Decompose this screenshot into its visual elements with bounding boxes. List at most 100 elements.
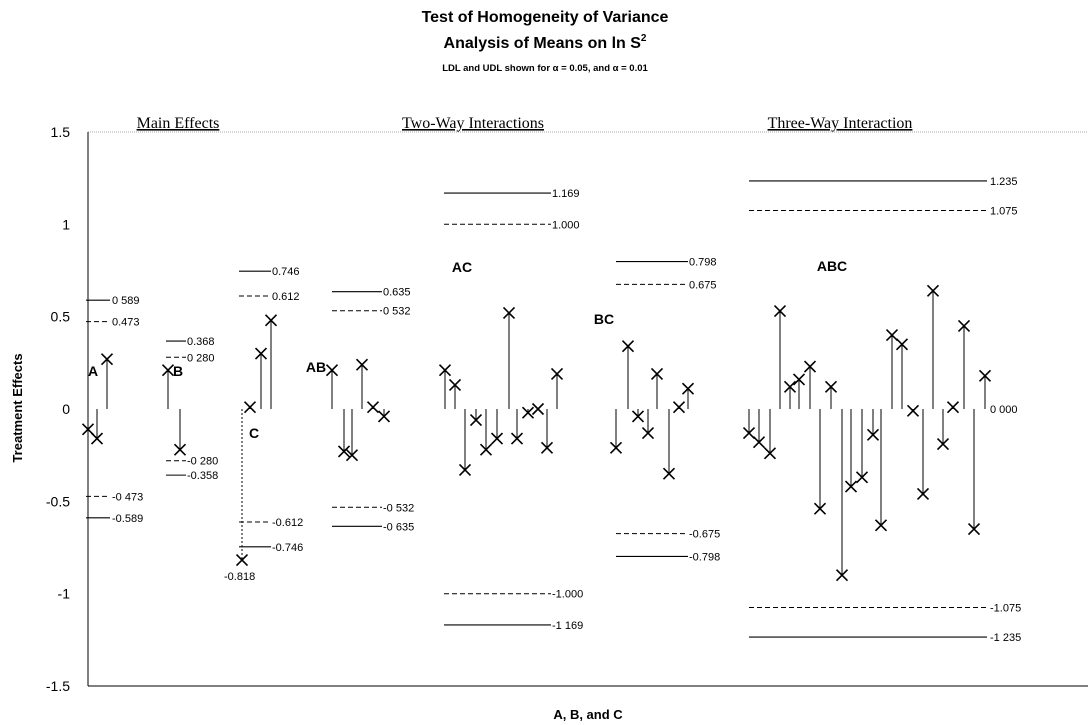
effect-point-marker: [813, 502, 827, 515]
group-label-c: C: [249, 425, 259, 441]
y-ticks: 1.5 1 0.5 0 -0.5 -1 -1.5: [46, 124, 70, 694]
effect-point-marker: [885, 329, 899, 342]
decision-limit-label: -0 532: [383, 502, 414, 514]
effect-point-marker: [895, 338, 909, 351]
effect-point-marker: [844, 480, 858, 493]
decision-limit-label: -0.358: [187, 470, 218, 482]
decision-limit-label: 0.635: [383, 287, 411, 299]
decision-limit-label: 0.473: [112, 317, 140, 329]
y-tick-label: -0.5: [46, 493, 70, 509]
effect-point-marker: [783, 380, 797, 393]
effect-point-marker: [773, 305, 787, 318]
effect-point-marker: [978, 369, 992, 382]
section-two-way: Two-Way Interactions: [402, 115, 544, 132]
effect-point-marker: [345, 449, 359, 462]
effect-point-marker: [377, 410, 391, 423]
effect-point-marker: [621, 340, 635, 353]
decision-limit-label: 0.675: [689, 279, 717, 291]
effect-point-marker: [490, 432, 504, 445]
effect-point-marker: [763, 447, 777, 460]
group-ac: AC 1.169 1.000 -1.000 -1 169: [438, 188, 583, 632]
effect-point-marker: [742, 426, 756, 440]
decision-limit-label: 0.368: [187, 336, 215, 348]
effect-point-marker: [355, 358, 369, 371]
group-label-abc: ABC: [817, 258, 847, 274]
effect-point-marker: [90, 432, 104, 445]
effect-point-marker: [866, 428, 880, 441]
group-label-a: A: [88, 363, 98, 379]
effect-point-marker: [100, 353, 114, 366]
group-abc: ABC 1.235 1.075 0 000 -1.075 -1 235: [742, 176, 1021, 644]
effect-point-marker: [540, 441, 554, 454]
plot-area: A 0 589 0.473 -0 473 -0.589 B 0.368 0 280 -0 280…: [81, 176, 1021, 644]
decision-limit-label: 1.000: [552, 219, 580, 231]
section-main-effects: Main Effects: [137, 115, 220, 132]
effect-point-marker: [662, 467, 676, 480]
effect-point-marker: [967, 522, 981, 536]
effect-point-marker: [906, 404, 920, 417]
effect-point-marker: [366, 401, 380, 414]
group-ab: AB 0.635 0 532 -0 532 -0 635: [306, 287, 414, 534]
group-label-ab: AB: [306, 359, 326, 375]
effect-point-marker: [469, 414, 483, 427]
effect-point-marker: [631, 410, 645, 423]
effect-point-marker: [752, 436, 766, 449]
effect-point-marker: [337, 445, 351, 458]
decision-limit-label: 0.746: [272, 266, 300, 278]
effect-point-marker: [510, 432, 524, 445]
effect-point-marker: [531, 402, 545, 416]
effect-point-marker: [792, 373, 806, 386]
effect-point-marker: [916, 487, 930, 501]
decision-limit-label: -1 169: [552, 620, 583, 632]
decision-limit-label: 1.075: [990, 205, 1018, 217]
point-value-label: -0.818: [224, 571, 255, 583]
decision-limit-label: -0.746: [272, 542, 303, 554]
effect-point-marker: [173, 443, 187, 456]
effect-point-marker: [254, 347, 268, 360]
decision-limit-label: -0 280: [187, 456, 218, 468]
chart-subtitle: Analysis of Means on ln S2: [444, 33, 647, 52]
decision-limit-label: 0.612: [272, 291, 300, 303]
y-tick-label: -1.5: [46, 678, 70, 694]
group-label-bc: BC: [594, 311, 614, 327]
decision-limit-label: -1.000: [552, 589, 583, 601]
effect-point-marker: [874, 519, 888, 532]
effect-point-marker: [672, 401, 686, 414]
effect-point-marker: [502, 306, 516, 320]
effect-point-marker: [479, 443, 493, 456]
x-axis-label: A, B, and C: [553, 707, 623, 722]
y-tick-label: 1.5: [51, 124, 71, 140]
y-axis-label: Treatment Effects: [10, 353, 25, 462]
decision-limit-label: 0 589: [112, 295, 140, 307]
decision-limit-label: 1.169: [552, 188, 580, 200]
effect-point-marker: [946, 401, 960, 414]
effect-point-marker: [609, 441, 623, 454]
decision-limit-label: -0 635: [383, 521, 414, 533]
decision-limit-label: -0.798: [689, 551, 720, 563]
decision-limit-label: -0.612: [272, 517, 303, 529]
chart-note: LDL and UDL shown for α = 0.05, and α = …: [442, 63, 648, 74]
group-label-ac: AC: [452, 259, 472, 275]
decision-limit-label: 0 532: [383, 306, 411, 318]
decision-limit-label: 0 280: [187, 352, 215, 364]
effect-point-marker: [641, 426, 655, 440]
decision-limit-label: 1.235: [990, 176, 1018, 188]
y-tick-label: 0: [62, 401, 70, 417]
decision-limit-label: -1.075: [990, 603, 1021, 615]
y-tick-label: -1: [58, 586, 71, 602]
decision-limit-label: -0.675: [689, 529, 720, 541]
section-three-way: Three-Way Interaction: [768, 115, 913, 132]
chart-subtitle-sup: 2: [641, 33, 647, 44]
effect-point-marker: [936, 438, 950, 451]
decision-limit-label: -0 473: [112, 491, 143, 503]
effect-point-marker: [681, 382, 695, 395]
group-b: B 0.368 0 280 -0 280 -0.358: [161, 336, 218, 482]
effect-point-marker: [325, 364, 339, 377]
chart-title: Test of Homogeneity of Variance: [422, 9, 669, 26]
effect-point-marker: [926, 284, 940, 297]
group-bc: BC 0.798 0.675 -0.675 -0.798: [594, 257, 720, 564]
effect-point-marker: [550, 367, 564, 380]
effect-point-marker: [438, 364, 452, 377]
effect-point-marker: [458, 463, 472, 477]
